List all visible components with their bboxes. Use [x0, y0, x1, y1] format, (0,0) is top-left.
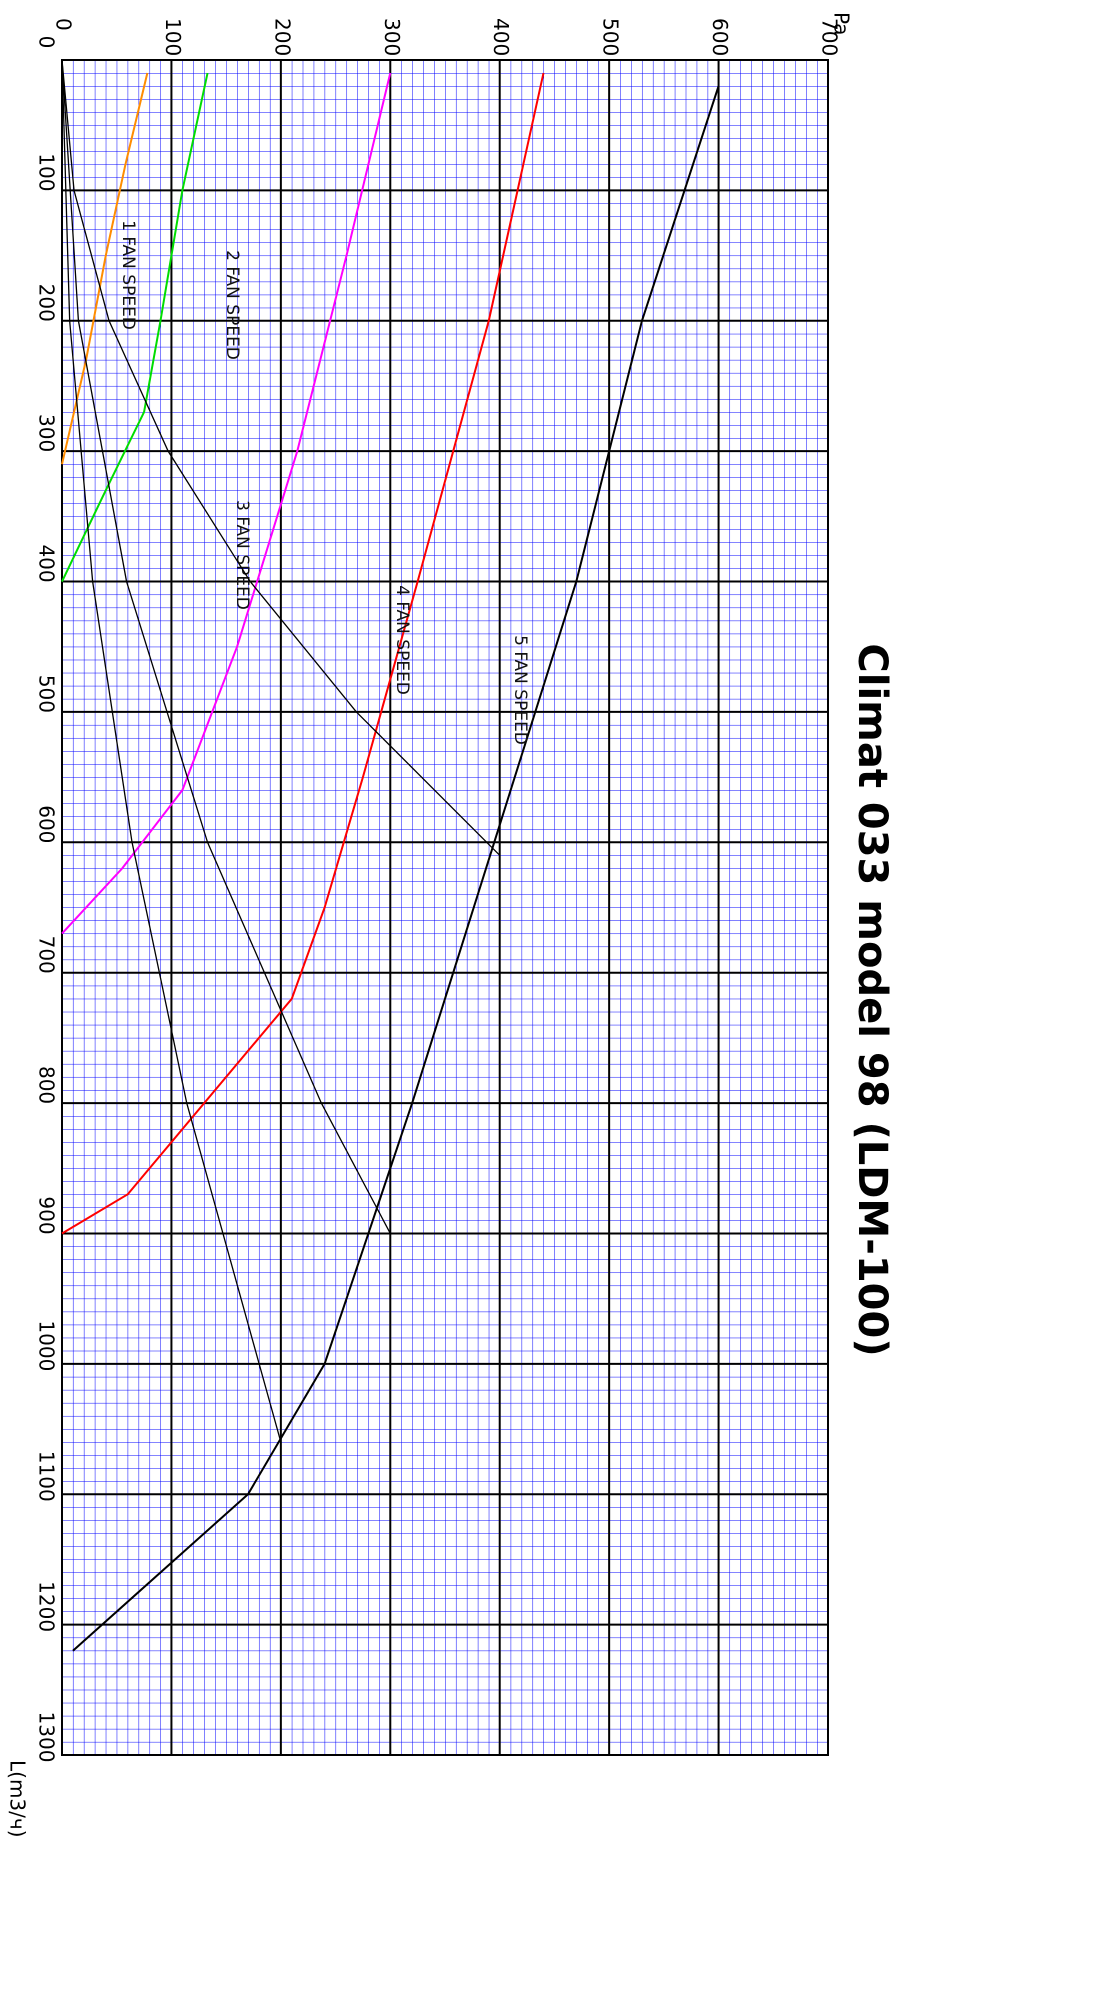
x-tick-label: 1200 [35, 1581, 59, 1632]
line-series [61, 72, 545, 1235]
chart-title: Climat 033 model 98 (LDM-100) [849, 643, 895, 1356]
y-tick-label: 600 [708, 18, 732, 56]
line-series [61, 72, 209, 582]
x-tick-label: 500 [35, 675, 59, 713]
x-tick-label: 700 [35, 936, 59, 974]
x-tick-label: 100 [35, 153, 59, 191]
line-series [61, 59, 501, 856]
series-label: 1 FAN SPEED [118, 220, 138, 330]
series-label: 2 FAN SPEED [222, 250, 242, 360]
x-tick-label: 900 [35, 1196, 59, 1234]
y-tick-label: 200 [270, 18, 294, 56]
line-series [61, 72, 392, 935]
series-label: 4 FAN SPEED [392, 585, 412, 695]
y-axis-label: Pa [830, 12, 854, 35]
line-series [61, 59, 282, 1443]
x-tick-label: 0 [35, 36, 59, 49]
x-axis-label: L(m3/ч) [6, 1760, 30, 1838]
series-label: 5 FAN SPEED [510, 635, 530, 745]
y-tick-label: 700 [818, 18, 842, 56]
y-tick-label: 300 [380, 18, 404, 56]
x-tick-label: 1100 [35, 1451, 59, 1502]
y-tick-label: 100 [161, 18, 185, 56]
y-tick-label: 0 [52, 18, 76, 31]
minor-grid [62, 60, 828, 1755]
x-tick-label: 1300 [35, 1712, 59, 1763]
line-series [61, 59, 391, 1234]
x-tick-label: 400 [35, 544, 59, 582]
x-tick-label: 800 [35, 1066, 59, 1104]
x-tick-label: 300 [35, 414, 59, 452]
y-tick-label: 400 [489, 18, 513, 56]
series-label: 3 FAN SPEED [232, 500, 252, 610]
line-series [61, 72, 149, 465]
y-tick-label: 500 [599, 18, 623, 56]
line-series [72, 85, 720, 1652]
x-tick-label: 1000 [35, 1320, 59, 1371]
x-tick-label: 600 [35, 805, 59, 843]
x-tick-label: 200 [35, 284, 59, 322]
